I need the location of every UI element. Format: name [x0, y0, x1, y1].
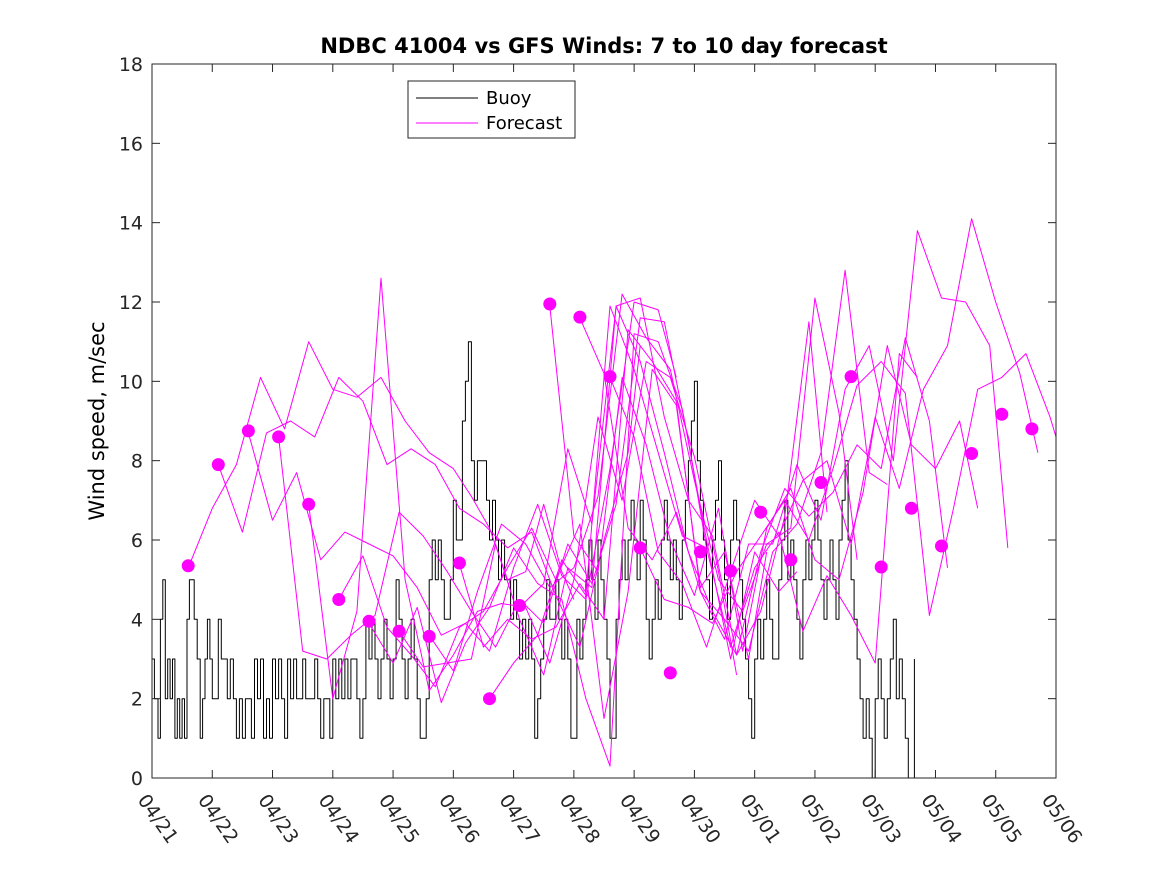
forecast-marker [483, 692, 496, 706]
forecast-marker [332, 593, 346, 606]
y-tick-label: 0 [131, 768, 143, 790]
forecast-marker [663, 666, 677, 680]
forecast-marker [724, 564, 738, 578]
forecast-marker [995, 407, 1009, 421]
y-tick-label: 4 [131, 609, 143, 631]
y-axis-label: Wind speed, m/sec [85, 321, 109, 520]
forecast-series-line-11 [489, 305, 918, 699]
y-tick-label: 10 [119, 371, 143, 393]
forecast-series-line-14 [579, 230, 1009, 640]
forecast-marker [965, 447, 979, 460]
legend-box [407, 80, 576, 139]
plot-frame [151, 63, 1057, 779]
forecast-series-line-2 [217, 345, 641, 648]
legend-buoy-label: Buoy [486, 88, 532, 109]
forecast-series-line-15 [609, 218, 1039, 648]
forecast-series-line-4 [278, 317, 707, 660]
forecast-marker [633, 541, 647, 555]
forecast-marker [513, 599, 527, 612]
forecast-marker [422, 629, 436, 643]
y-tick-label: 2 [131, 689, 143, 711]
legend-forecast-label: Forecast [486, 113, 562, 134]
chart-title: NDBC 41004 vs GFS Winds: 7 to 10 day for… [320, 34, 887, 58]
legend: Buoy Forecast [407, 80, 576, 139]
y-tick-label: 16 [119, 133, 143, 155]
forecast-marker [302, 497, 316, 511]
forecast-marker [392, 624, 406, 638]
y-tick-label: 6 [131, 530, 143, 552]
forecast-marker [603, 370, 617, 384]
forecast-marker [452, 556, 466, 570]
y-tick-label: 18 [119, 54, 143, 76]
forecast-marker [754, 505, 768, 519]
forecast-marker [874, 560, 888, 574]
forecast-marker [211, 458, 225, 472]
forecast-marker [543, 297, 557, 311]
marker-layer [181, 297, 1039, 706]
forecast-series-line-7 [368, 333, 798, 767]
forecast-series-line-10 [458, 269, 888, 652]
forecast-marker [844, 370, 858, 384]
forecast-series-line-12 [519, 305, 948, 656]
forecast-series-line-16 [639, 353, 1056, 624]
forecast-marker [573, 310, 587, 324]
forecast-marker [362, 614, 376, 628]
forecast-marker [784, 553, 798, 567]
forecast-marker [181, 559, 195, 573]
forecast-series-line-1 [187, 341, 575, 600]
forecast-marker [1025, 422, 1039, 436]
forecast-marker [935, 539, 948, 553]
forecast-series-line-9 [428, 293, 858, 672]
y-tick-label: 14 [119, 213, 143, 235]
forecast-marker [272, 430, 286, 444]
forecast-marker [814, 476, 828, 489]
forecast-series-line-13 [549, 305, 979, 652]
forecast-marker [693, 545, 707, 559]
forecast-marker [904, 501, 918, 515]
forecast-marker [241, 424, 255, 438]
y-tick-label: 12 [119, 292, 143, 314]
y-tick-label: 8 [131, 451, 143, 473]
